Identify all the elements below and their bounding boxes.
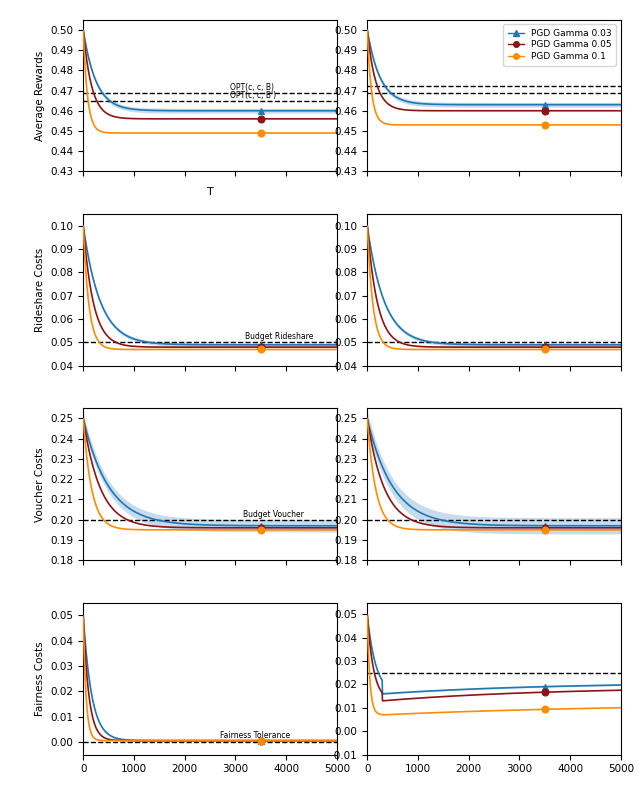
Y-axis label: Rideshare Costs: Rideshare Costs <box>35 248 45 332</box>
Y-axis label: Voucher Costs: Voucher Costs <box>35 447 45 522</box>
Text: OPT(c, c, B'): OPT(c, c, B') <box>230 91 276 100</box>
Y-axis label: Fairness Costs: Fairness Costs <box>35 641 45 716</box>
Text: OPT(c, c, B): OPT(c, c, B) <box>230 83 275 92</box>
Text: Budget Rideshare: Budget Rideshare <box>246 332 314 341</box>
Text: Budget Voucher: Budget Voucher <box>243 510 304 519</box>
Y-axis label: Average Rewards: Average Rewards <box>35 50 45 141</box>
X-axis label: T: T <box>207 187 213 196</box>
Text: Fairness Tolerance: Fairness Tolerance <box>220 731 291 740</box>
Legend: PGD Gamma 0.03, PGD Gamma 0.05, PGD Gamma 0.1: PGD Gamma 0.03, PGD Gamma 0.05, PGD Gamm… <box>503 24 616 65</box>
